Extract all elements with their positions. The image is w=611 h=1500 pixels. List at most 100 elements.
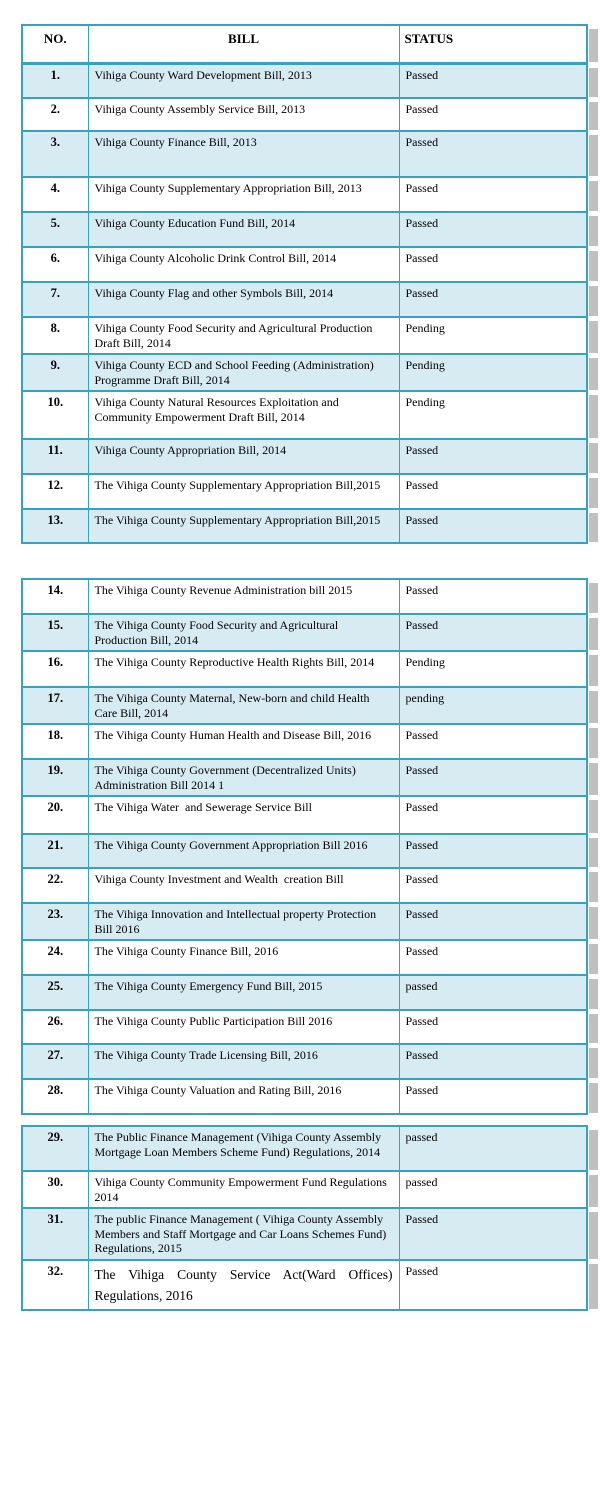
row-number: 1. [21, 62, 89, 99]
bill-title: The Vihiga County Emergency Fund Bill, 2… [87, 974, 400, 1011]
table-row: 4. Vihiga County Supplementary Appropriat… [21, 176, 599, 213]
row-number: 14. [21, 578, 89, 615]
table-row: 20. The Vihiga Water and Sewerage Service… [21, 795, 599, 835]
table-row: 11. Vihiga County Appropriation Bill, 201… [21, 438, 599, 475]
row-number: 31. [21, 1207, 89, 1261]
bill-title: Vihiga County Education Fund Bill, 2014 [87, 211, 400, 248]
bill-status: Pending [398, 650, 599, 688]
bill-status: Passed [398, 211, 599, 248]
bill-title: The Vihiga County Supplementary Appropri… [87, 508, 400, 544]
bill-title: Vihiga County Ward Development Bill, 201… [87, 62, 400, 99]
row-number: 2. [21, 97, 89, 132]
bill-status: passed [398, 1170, 599, 1209]
bill-status: Passed [398, 867, 599, 904]
bill-status: Passed [398, 438, 599, 475]
bill-title: Vihiga County Investment and Wealth crea… [87, 867, 400, 904]
row-number: 24. [21, 939, 89, 976]
row-number: 6. [21, 246, 89, 283]
row-number: 18. [21, 723, 89, 760]
bills-table-page2: 14. The Vihiga County Revenue Administrat… [21, 578, 599, 1115]
bill-status: Passed [398, 902, 599, 941]
bill-status: Passed [398, 281, 599, 318]
table-row: 8. Vihiga County Food Security and Agricu… [21, 316, 599, 355]
table-row: 29. The Public Finance Management (Vihiga… [21, 1125, 599, 1172]
row-number: 19. [21, 758, 89, 797]
bills-table-page1: NO. BILL STATUS 1. Vihiga County Ward Dev… [21, 24, 599, 544]
table-row: 5. Vihiga County Education Fund Bill, 201… [21, 211, 599, 248]
bill-title: The Vihiga County Supplementary Appropri… [87, 473, 400, 510]
row-number: 8. [21, 316, 89, 355]
bill-title: The Vihiga County Government (Decentrali… [87, 758, 400, 797]
bill-status: Passed [398, 62, 599, 99]
table-row: 23. The Vihiga Innovation and Intellectua… [21, 902, 599, 941]
bill-title: Vihiga County Finance Bill, 2013 [87, 130, 400, 178]
table-row: 2. Vihiga County Assembly Service Bill, 2… [21, 97, 599, 132]
table-row: 13. The Vihiga County Supplementary Appro… [21, 508, 599, 544]
row-number: 12. [21, 473, 89, 510]
bill-status: Passed [398, 758, 599, 797]
bill-status: Passed [398, 508, 599, 544]
bill-status: Pending [398, 353, 599, 392]
bill-title: Vihiga County Alcoholic Drink Control Bi… [87, 246, 400, 283]
bill-title: Vihiga County Supplementary Appropriatio… [87, 176, 400, 213]
row-number: 26. [21, 1009, 89, 1045]
bill-title: Vihiga County ECD and School Feeding (Ad… [87, 353, 400, 392]
bill-title: The Public Finance Management (Vihiga Co… [87, 1125, 400, 1172]
bill-status: Passed [398, 1207, 599, 1261]
table-row: 19. The Vihiga County Government (Decentr… [21, 758, 599, 797]
bill-status: passed [398, 974, 599, 1011]
table-row: 30. Vihiga County Community Empowerment F… [21, 1170, 599, 1209]
row-number: 30. [21, 1170, 89, 1209]
table-row: 3. Vihiga County Finance Bill, 2013 Passed [21, 130, 599, 178]
table-row: 28. The Vihiga County Valuation and Ratin… [21, 1078, 599, 1115]
table-row: 6. Vihiga County Alcoholic Drink Control … [21, 246, 599, 283]
bill-status: Passed [398, 97, 599, 132]
row-number: 17. [21, 686, 89, 725]
bill-title: The Vihiga Water and Sewerage Service Bi… [87, 795, 400, 835]
table-row: 7. Vihiga County Flag and other Symbols B… [21, 281, 599, 318]
bill-status: Passed [398, 578, 599, 615]
row-number: 29. [21, 1125, 89, 1172]
header-row: NO. BILL STATUS [21, 24, 599, 65]
bill-title: The Vihiga County Food Security and Agri… [87, 613, 400, 652]
row-number: 22. [21, 867, 89, 904]
table-row: 27. The Vihiga County Trade Licensing Bil… [21, 1043, 599, 1080]
row-number: 15. [21, 613, 89, 652]
table-body-1: 1. Vihiga County Ward Development Bill, 2… [21, 62, 599, 544]
col-header-bill: BILL [87, 24, 400, 65]
table-row: 24. The Vihiga County Finance Bill, 2016 P… [21, 939, 599, 976]
table-row: 10. Vihiga County Natural Resources Explo… [21, 390, 599, 440]
bill-title: Vihiga County Natural Resources Exploita… [87, 390, 400, 440]
bill-title: The Vihiga County Trade Licensing Bill, … [87, 1043, 400, 1080]
table-row: 21. The Vihiga County Government Appropri… [21, 833, 599, 869]
bill-title: Vihiga County Food Security and Agricult… [87, 316, 400, 355]
row-number: 5. [21, 211, 89, 248]
bills-table-page3: 29. The Public Finance Management (Vihiga… [21, 1125, 599, 1311]
bill-title: The Vihiga County Maternal, New-born and… [87, 686, 400, 725]
bill-status: Passed [398, 795, 599, 835]
bill-title: The Vihiga Innovation and Intellectual p… [87, 902, 400, 941]
table-row: 14. The Vihiga County Revenue Administrat… [21, 578, 599, 615]
row-number: 21. [21, 833, 89, 869]
bill-status: Pending [398, 316, 599, 355]
row-number: 27. [21, 1043, 89, 1080]
row-number: 11. [21, 438, 89, 475]
table-row: 22. Vihiga County Investment and Wealth c… [21, 867, 599, 904]
bill-title: The Vihiga County Valuation and Rating B… [87, 1078, 400, 1115]
bill-title: Vihiga County Community Empowerment Fund… [87, 1170, 400, 1209]
bill-status: Passed [398, 176, 599, 213]
table-row: 32. The Vihiga County Service Act(Ward Of… [21, 1258, 599, 1311]
table-row: 9. Vihiga County ECD and School Feeding (… [21, 353, 599, 392]
row-number: 7. [21, 281, 89, 318]
bill-title: The Vihiga County Human Health and Disea… [87, 723, 400, 760]
table-row: 12. The Vihiga County Supplementary Appro… [21, 473, 599, 510]
bill-status: Passed [398, 1078, 599, 1115]
bill-status: Passed [398, 723, 599, 760]
row-number: 4. [21, 176, 89, 213]
table-row: 16. The Vihiga County Reproductive Health… [21, 650, 599, 688]
bill-status: Passed [398, 833, 599, 869]
bill-title: The Vihiga County Reproductive Health Ri… [87, 650, 400, 688]
row-number: 9. [21, 353, 89, 392]
bill-status: Passed [398, 1043, 599, 1080]
